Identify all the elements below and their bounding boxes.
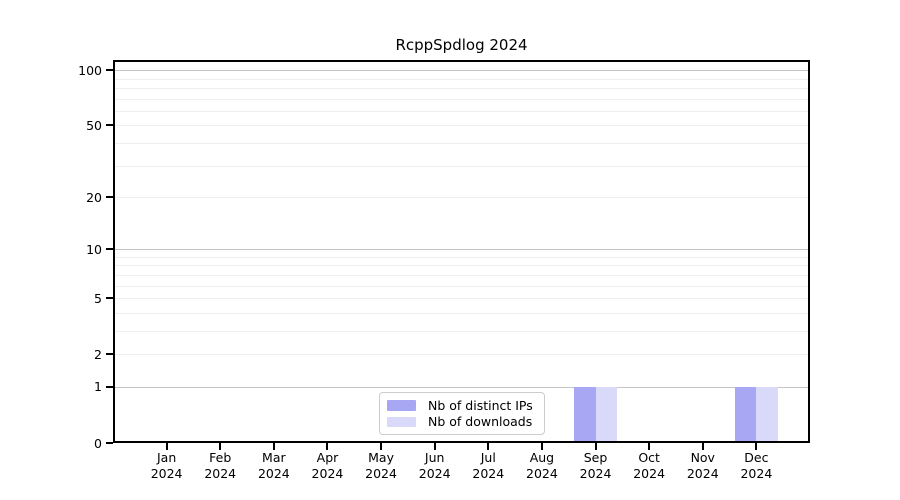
legend-swatch-distinct-ips — [387, 400, 416, 411]
gridline-minor — [113, 256, 810, 258]
x-tick — [701, 443, 704, 450]
gridline-minor — [113, 125, 810, 127]
x-tick — [540, 443, 543, 450]
x-tick — [594, 443, 597, 450]
y-tick-label: 5 — [94, 290, 102, 306]
y-tick-label: 20 — [86, 189, 102, 205]
legend: Nb of distinct IPs Nb of downloads — [379, 392, 545, 435]
bar-downloads — [756, 386, 778, 443]
x-tick-label: Jun 2024 — [418, 450, 451, 481]
legend-label-distinct-ips: Nb of distinct IPs — [428, 397, 533, 413]
y-tick — [106, 248, 113, 251]
x-tick — [219, 443, 222, 450]
gridline-minor — [113, 78, 810, 80]
y-tick — [106, 196, 113, 198]
gridline-minor — [113, 298, 810, 300]
legend-item-downloads: Nb of downloads — [387, 414, 537, 431]
legend-item-distinct-ips: Nb of distinct IPs — [387, 397, 537, 414]
x-tick-label: Sep 2024 — [579, 450, 612, 481]
gridline-minor — [113, 265, 810, 267]
x-tick — [487, 443, 490, 450]
y-tick-label: 50 — [86, 117, 102, 133]
y-tick — [106, 124, 113, 127]
y-tick — [106, 353, 113, 356]
gridline-minor — [113, 354, 810, 356]
x-tick-label: Jan 2024 — [150, 450, 183, 481]
x-tick-label: Feb 2024 — [204, 450, 237, 481]
x-tick-label: Mar 2024 — [257, 450, 290, 481]
y-tick-label: 1 — [94, 379, 102, 395]
x-tick-label: Apr 2024 — [311, 450, 344, 481]
x-tick-label: Jul 2024 — [472, 450, 505, 481]
bar-downloads — [595, 386, 618, 443]
x-tick — [755, 443, 758, 450]
x-tick — [326, 443, 329, 450]
gridline-minor — [113, 110, 810, 112]
y-tick — [106, 69, 113, 72]
gridline-minor — [113, 142, 810, 144]
gridline-minor — [113, 165, 810, 167]
gridline-minor — [113, 87, 810, 89]
y-tick-label: 2 — [94, 346, 102, 362]
x-tick-label: May 2024 — [365, 450, 397, 481]
gridline-minor — [113, 330, 810, 332]
legend-swatch-downloads — [387, 416, 416, 427]
gridline-minor — [113, 197, 810, 198]
y-tick — [106, 385, 113, 388]
x-tick — [272, 443, 275, 450]
chart-title: RcppSpdlog 2024 — [395, 36, 528, 54]
x-tick — [648, 443, 651, 450]
gridline-major — [113, 70, 810, 72]
gridline-minor — [113, 285, 810, 287]
x-tick — [433, 443, 436, 450]
legend-label-downloads: Nb of downloads — [428, 414, 533, 430]
y-tick — [106, 442, 113, 444]
y-tick-label: 10 — [86, 241, 102, 257]
x-tick-label: Aug 2024 — [526, 450, 558, 481]
gridline-minor — [113, 274, 810, 276]
x-tick-label: Nov 2024 — [686, 450, 719, 481]
x-tick-label: Oct 2024 — [633, 450, 666, 481]
x-tick-label: Dec 2024 — [740, 450, 773, 481]
gridline-major — [113, 249, 810, 251]
x-tick — [165, 443, 168, 450]
y-tick-label: 0 — [94, 435, 102, 451]
y-tick — [106, 297, 113, 300]
gridline-minor — [113, 98, 810, 100]
gridline-minor — [113, 312, 810, 314]
bar-distinct-ips — [734, 386, 757, 443]
x-tick — [380, 443, 383, 450]
gridline-major — [113, 386, 810, 388]
bar-distinct-ips — [574, 386, 596, 443]
y-tick-label: 100 — [78, 62, 102, 78]
